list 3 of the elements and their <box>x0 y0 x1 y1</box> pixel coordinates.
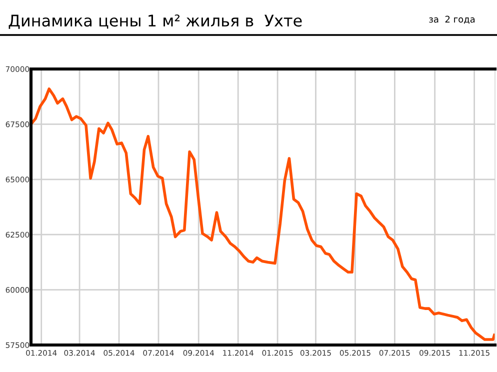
line-series <box>31 87 495 341</box>
text: за 2 года <box>429 16 475 24</box>
chart-title: Динамика цены 1 м² жилья в Ухте <box>8 14 302 29</box>
